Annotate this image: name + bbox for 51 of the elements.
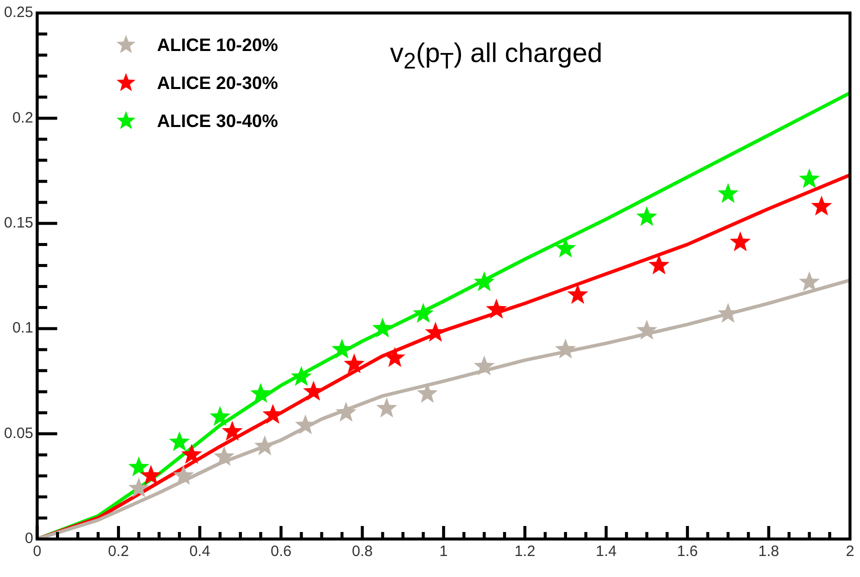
x-tick-label: 0.6	[270, 543, 292, 560]
point	[128, 456, 150, 476]
point	[412, 302, 434, 323]
point	[344, 353, 365, 374]
point	[376, 398, 398, 418]
point	[798, 271, 820, 292]
y-tick-label: 0.2	[12, 109, 34, 126]
point	[384, 347, 406, 367]
x-tick-label: 1	[439, 543, 448, 560]
point	[250, 382, 272, 403]
point	[474, 355, 495, 376]
legend-label: ALICE 20-30%	[157, 72, 278, 94]
point	[214, 446, 235, 466]
x-tick-label: 1.2	[514, 543, 536, 560]
x-tick-label: 0.4	[189, 543, 210, 560]
legend-label: ALICE 10-20%	[157, 34, 278, 56]
point	[730, 231, 751, 252]
point	[372, 318, 394, 338]
x-tick-label: 1.8	[758, 543, 780, 560]
point	[181, 444, 202, 464]
point	[336, 402, 357, 422]
legend-label: ALICE 30-40%	[157, 110, 278, 132]
point	[811, 196, 832, 216]
x-tick-label: 1.6	[677, 543, 698, 560]
point	[128, 478, 150, 498]
point	[168, 431, 190, 452]
point	[798, 168, 820, 188]
point	[648, 254, 670, 274]
point	[290, 366, 312, 386]
x-tick-label: 1.4	[596, 543, 617, 560]
y-tick-label: 0.1	[12, 320, 34, 337]
point	[718, 182, 739, 203]
point	[210, 406, 231, 426]
point	[416, 382, 438, 403]
y-tick-label: 0.25	[4, 4, 34, 22]
point	[173, 464, 194, 485]
point	[636, 320, 658, 340]
point	[636, 206, 658, 226]
point	[555, 338, 576, 359]
point	[222, 420, 243, 441]
x-tick-label: 2	[846, 543, 854, 560]
x-tick-label: 0.8	[352, 543, 373, 560]
y-tick-label: 0.15	[4, 214, 34, 232]
x-tick-label: 0.2	[108, 543, 129, 560]
annotation: v$_{2}$(p$_{T}$) all charged	[390, 38, 602, 74]
point	[486, 298, 507, 319]
point	[140, 464, 162, 485]
y-tick-label: 0	[24, 530, 34, 548]
point	[474, 271, 495, 292]
point	[567, 284, 588, 304]
y-tick-label: 0.05	[4, 424, 34, 442]
